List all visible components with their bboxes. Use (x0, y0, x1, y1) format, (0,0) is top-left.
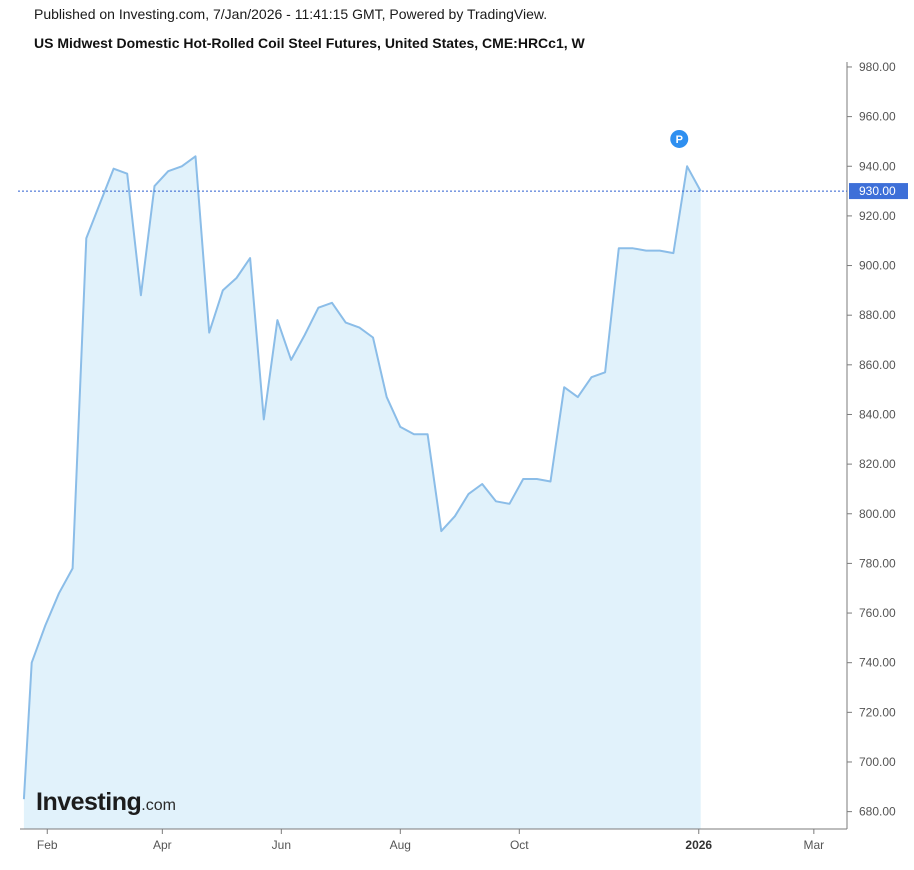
price-line-layer (22, 155, 702, 800)
y-tick-label: 960.00 (859, 110, 896, 124)
x-tick-label: 2026 (685, 838, 712, 852)
logo-brand: Investing (36, 788, 142, 816)
y-tick-label: 800.00 (859, 507, 896, 521)
y-tick-label: 940.00 (859, 159, 896, 173)
x-tick-label: Oct (510, 838, 529, 852)
y-tick-label: 780.00 (859, 556, 896, 570)
y-tick-label: 860.00 (859, 358, 896, 372)
area-fill-layer (23, 156, 701, 830)
chart-title: US Midwest Domestic Hot-Rolled Coil Stee… (34, 35, 585, 51)
y-tick-label: 980.00 (859, 60, 896, 74)
published-note: Published on Investing.com, 7/Jan/2026 -… (34, 6, 548, 22)
y-tick-label: 760.00 (859, 606, 896, 620)
x-tick-label: Jun (272, 838, 291, 852)
x-tick-label: Mar (804, 838, 825, 852)
y-tick-label: 720.00 (859, 705, 896, 719)
y-tick-label: 700.00 (859, 755, 896, 769)
y-tick-label: 900.00 (859, 259, 896, 273)
y-tick-label: 920.00 (859, 209, 896, 223)
y-tick-label: 740.00 (859, 656, 896, 670)
axes-layer: 680.00 700.00 720.00 740.00 760.00 780.00 800.… (20, 60, 896, 852)
investing-logo: Investing.com (36, 788, 176, 817)
price-area-fill (23, 156, 701, 830)
logo-suffix: .com (141, 797, 176, 814)
p-marker-label: P (676, 134, 683, 146)
y-tick-label: 840.00 (859, 407, 896, 421)
last-price-badge (849, 183, 908, 200)
y-tick-label: 880.00 (859, 308, 896, 322)
p-marker-icon (670, 129, 689, 148)
last-price-badge-label: 930.00 (859, 184, 896, 198)
overlay-layer: 930.00 P (18, 129, 908, 200)
x-tick-label: Aug (390, 838, 411, 852)
x-tick-label: Feb (37, 838, 58, 852)
price-series-line (22, 155, 702, 800)
y-tick-label: 820.00 (859, 457, 896, 471)
x-tick-label: Apr (153, 838, 172, 852)
y-tick-label: 680.00 (859, 805, 896, 819)
